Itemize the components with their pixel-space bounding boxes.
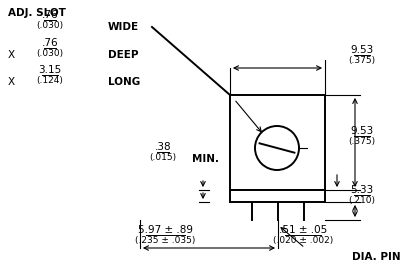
Text: .38: .38 — [155, 142, 171, 152]
Text: X: X — [8, 77, 15, 87]
Text: LONG: LONG — [108, 77, 140, 87]
Text: (.015): (.015) — [150, 153, 176, 162]
Text: MIN.: MIN. — [192, 154, 219, 164]
Text: (.210): (.210) — [348, 196, 376, 205]
Text: (.030): (.030) — [36, 21, 64, 30]
Text: (.124): (.124) — [36, 76, 64, 85]
Bar — [230, 95, 325, 190]
Text: (.020 ± .002): (.020 ± .002) — [273, 236, 333, 245]
Text: (.375): (.375) — [348, 137, 376, 146]
Text: 9.53: 9.53 — [350, 126, 374, 136]
Text: (.235 ± .035): (.235 ± .035) — [135, 236, 195, 245]
Text: WIDE: WIDE — [108, 22, 139, 32]
Text: 5.33: 5.33 — [350, 185, 374, 195]
Text: .51 ± .05: .51 ± .05 — [279, 225, 327, 235]
Text: DEEP: DEEP — [108, 50, 138, 60]
Text: .76: .76 — [42, 10, 58, 20]
Text: 3.15: 3.15 — [38, 65, 62, 75]
Text: 5.97 ± .89: 5.97 ± .89 — [138, 225, 192, 235]
Bar — [230, 190, 325, 202]
Text: .76: .76 — [42, 38, 58, 48]
Text: DIA. PINS: DIA. PINS — [352, 252, 400, 262]
Text: 9.53: 9.53 — [350, 45, 374, 55]
Text: X: X — [8, 50, 15, 60]
Text: (.030): (.030) — [36, 49, 64, 58]
Text: (.375): (.375) — [348, 56, 376, 65]
Text: ADJ. SLOT: ADJ. SLOT — [8, 8, 66, 18]
